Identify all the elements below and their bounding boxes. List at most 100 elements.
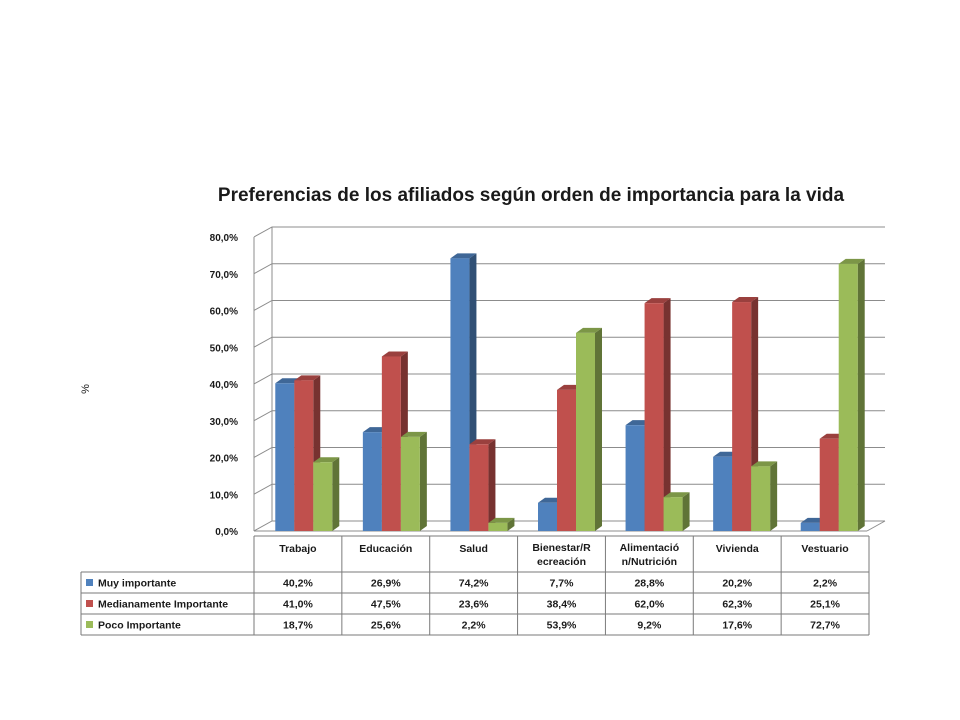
legend-key	[86, 621, 93, 628]
bar	[576, 327, 602, 531]
bar-front	[362, 432, 382, 531]
y-tick-label: 80,0%	[210, 233, 238, 244]
data-table: Trabajo Educación Salud Bienestar/R ecreació…	[80, 535, 870, 636]
bar-side	[770, 461, 778, 531]
bar-front	[381, 356, 401, 531]
bar-top	[469, 439, 496, 445]
gridline	[253, 263, 885, 275]
bar-front	[538, 502, 557, 531]
y-tick-label: 30,0%	[210, 417, 238, 428]
bar-side	[857, 258, 865, 531]
bar-front	[488, 522, 508, 531]
bar-side	[419, 431, 427, 531]
category-label: n/Nutrición	[622, 556, 677, 568]
bar-top	[751, 461, 778, 467]
bar-front	[576, 332, 595, 531]
bar	[751, 461, 778, 531]
bar-front	[557, 389, 576, 531]
y-tick-label: 10,0%	[210, 490, 238, 501]
bar-top	[644, 298, 671, 304]
data-table-value: 7,7%	[550, 578, 575, 590]
legend-series-name: Poco Importante	[98, 620, 181, 632]
bar-side	[488, 439, 496, 531]
data-table-value: 26,9%	[371, 578, 401, 590]
data-table-value: 72,7%	[810, 620, 840, 632]
data-table-value: 2,2%	[462, 620, 487, 632]
bar-front	[450, 258, 470, 531]
bar	[644, 298, 671, 531]
data-table-value: 40,2%	[283, 578, 313, 590]
bar-top	[381, 351, 408, 357]
bar	[732, 297, 759, 531]
legend-key	[86, 600, 93, 607]
y-tick-label: 70,0%	[210, 270, 238, 281]
data-table-value: 2,2%	[813, 578, 838, 590]
bar-front	[838, 263, 858, 531]
legend-key	[86, 579, 93, 586]
data-table-value: 41,0%	[283, 599, 313, 611]
legend-series-name: Medianamente Importante	[98, 599, 228, 611]
bar	[313, 457, 340, 531]
bar-top	[400, 431, 427, 437]
category-label: Educación	[359, 543, 412, 555]
bar-front	[644, 303, 664, 531]
bar-front	[400, 436, 420, 531]
category-label: Alimentació	[620, 542, 680, 554]
bar-side	[332, 457, 340, 531]
gridline	[253, 373, 885, 385]
bar	[400, 431, 427, 531]
data-table-value: 38,4%	[547, 599, 577, 611]
bar-front	[294, 380, 314, 531]
bar-side	[507, 517, 515, 531]
bar-front	[275, 383, 295, 531]
gridline	[253, 300, 885, 311]
category-label: Salud	[459, 543, 488, 555]
bar-side	[682, 492, 690, 531]
data-table-value: 9,2%	[637, 620, 662, 632]
data-table-value: 62,0%	[634, 599, 664, 611]
bar-top	[488, 517, 515, 523]
bar-top	[838, 258, 865, 264]
bar-top	[313, 457, 340, 463]
category-label: Vivienda	[716, 543, 759, 555]
y-tick-label: 40,0%	[210, 380, 238, 391]
y-axis-label: %	[80, 384, 92, 394]
bar-front	[819, 438, 839, 531]
data-table-value: 23,6%	[459, 599, 489, 611]
chart-title: Preferencias de los afiliados según orde…	[218, 185, 845, 206]
data-table-value: 25,1%	[810, 599, 840, 611]
bar	[663, 492, 690, 531]
bar-front	[800, 522, 820, 531]
data-table-value: 18,7%	[283, 620, 313, 632]
data-table-value: 25,6%	[371, 620, 401, 632]
floor-right-edge	[866, 520, 886, 532]
bar-front	[751, 466, 771, 531]
data-table-value: 74,2%	[459, 578, 489, 590]
bar-side	[595, 327, 602, 531]
bar	[488, 517, 515, 531]
bar-front	[713, 456, 733, 531]
data-table-value: 62,3%	[722, 599, 752, 611]
y-tick-label: 60,0%	[210, 307, 238, 318]
bar	[838, 258, 865, 531]
gridline	[253, 336, 885, 348]
bars	[275, 253, 865, 531]
gridlines	[253, 226, 886, 532]
bar-front	[313, 462, 333, 531]
bar-front	[469, 444, 489, 531]
bar-top	[294, 375, 321, 381]
y-tick-label: 0,0%	[215, 527, 238, 538]
bar-top	[450, 253, 477, 259]
bar-top	[732, 297, 759, 303]
bar-front	[625, 425, 645, 531]
y-axis-ticks: 0,0% 10,0% 20,0% 30,0% 40,0% 50,0% 60,0% 70,0% 8…	[210, 233, 238, 538]
legend-series-name: Muy importante	[98, 578, 176, 590]
bar-top	[576, 327, 602, 333]
y-tick-label: 50,0%	[210, 343, 238, 354]
data-table-value: 47,5%	[371, 599, 401, 611]
data-table-value: 28,8%	[634, 578, 664, 590]
bar-side	[663, 298, 671, 531]
category-label: Trabajo	[279, 543, 316, 555]
category-label: Vestuario	[801, 543, 848, 555]
